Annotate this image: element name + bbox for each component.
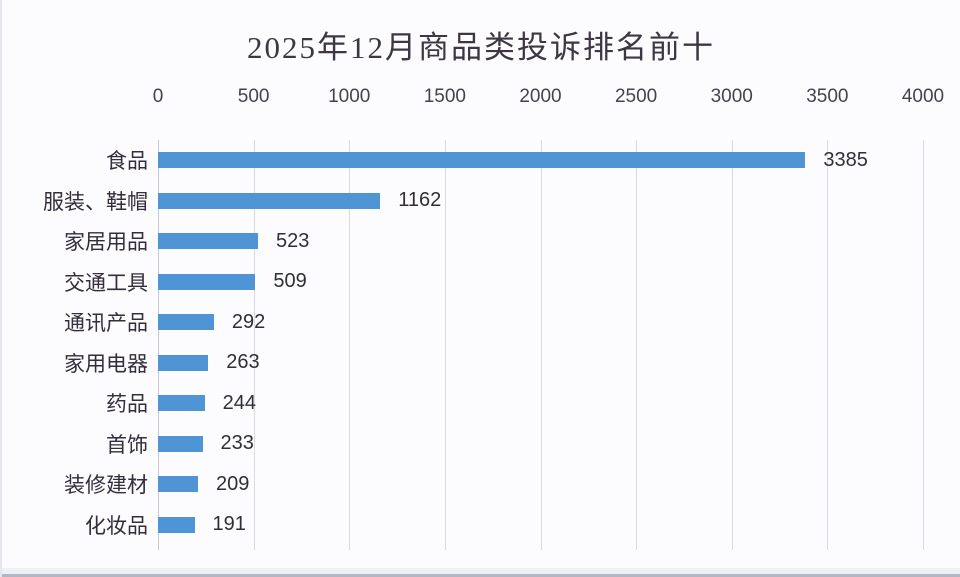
bar-row: 服装、鞋帽 1162 (2, 181, 960, 222)
x-tick-label: 2500 (614, 86, 658, 107)
bar (158, 233, 259, 250)
x-tick-label: 1000 (328, 86, 371, 107)
bar-value-label: 263 (226, 351, 260, 374)
chart-rows: 食品 3385 服装、鞋帽 1162 家居用品 523 交通工具 509 通讯产品 292 家用电器… (2, 140, 960, 545)
bar-row: 家居用品 523 (2, 221, 960, 262)
bar-area: 191 (158, 505, 960, 546)
bar-area: 3385 (158, 140, 960, 181)
axis-line (158, 140, 159, 550)
category-label: 服装、鞋帽 (43, 190, 148, 214)
bar-area: 509 (158, 262, 960, 303)
x-tick-label: 4000 (901, 86, 945, 107)
gridline (923, 140, 924, 550)
bar (158, 476, 198, 493)
bar-value-label: 509 (273, 270, 307, 293)
bar (158, 516, 195, 533)
bar-row: 化妆品 191 (2, 505, 960, 546)
bar-area: 244 (158, 383, 960, 424)
bar-value-label: 292 (231, 310, 266, 333)
gridline (731, 140, 733, 550)
bar-value-label: 3385 (823, 148, 868, 171)
bar-row: 首饰 233 (2, 424, 960, 465)
x-tick-label: 2000 (519, 86, 562, 107)
bar-row: 通讯产品 292 (2, 302, 960, 343)
category-label: 家居用品 (64, 231, 148, 255)
chart-title: 2025年12月商品类投诉排名前十 (247, 30, 715, 65)
gridline (827, 140, 829, 550)
category-label: 通讯产品 (64, 312, 148, 336)
bar (158, 435, 203, 452)
bar-row: 装修建材 209 (2, 464, 960, 505)
category-label: 家用电器 (64, 352, 148, 376)
category-label: 装修建材 (64, 474, 148, 498)
x-tick-label: 3500 (806, 86, 849, 107)
gridline (349, 140, 351, 550)
bar-value-label: 233 (220, 432, 254, 455)
bar-value-label: 1162 (398, 189, 442, 212)
category-label: 首饰 (106, 433, 148, 457)
x-tick-label: 1500 (423, 86, 467, 107)
bar-value-label: 523 (276, 229, 310, 252)
gridline (636, 140, 638, 550)
bar-area: 233 (158, 424, 960, 465)
bar-row: 食品 3385 (2, 140, 960, 181)
bottom-border (2, 568, 960, 577)
gridlines (158, 140, 924, 550)
bar-area: 209 (158, 464, 960, 505)
bar-value-label: 191 (212, 513, 246, 536)
gridline (540, 140, 542, 550)
x-tick-label: 0 (152, 86, 164, 107)
gridline (253, 140, 255, 550)
bar (158, 152, 806, 169)
bar (158, 314, 214, 331)
category-label: 化妆品 (85, 514, 148, 538)
category-label: 药品 (106, 393, 148, 417)
bar-area: 523 (158, 221, 960, 262)
x-tick-label: 3000 (710, 86, 753, 107)
bar-value-label: 209 (215, 472, 250, 495)
category-label: 食品 (106, 150, 148, 174)
bar-area: 1162 (158, 181, 960, 222)
bar-value-label: 244 (222, 391, 257, 414)
bar (158, 395, 205, 412)
bar (158, 192, 381, 209)
x-tick-label: 500 (237, 86, 270, 107)
category-label: 交通工具 (64, 271, 148, 295)
gridline (444, 140, 446, 550)
bar-row: 交通工具 509 (2, 262, 960, 303)
bar-row: 药品 244 (2, 383, 960, 424)
bar (158, 354, 209, 371)
bar-row: 家用电器 263 (2, 343, 960, 384)
bar-area: 263 (158, 343, 960, 384)
bar-area: 292 (158, 302, 960, 343)
bar (158, 273, 256, 290)
